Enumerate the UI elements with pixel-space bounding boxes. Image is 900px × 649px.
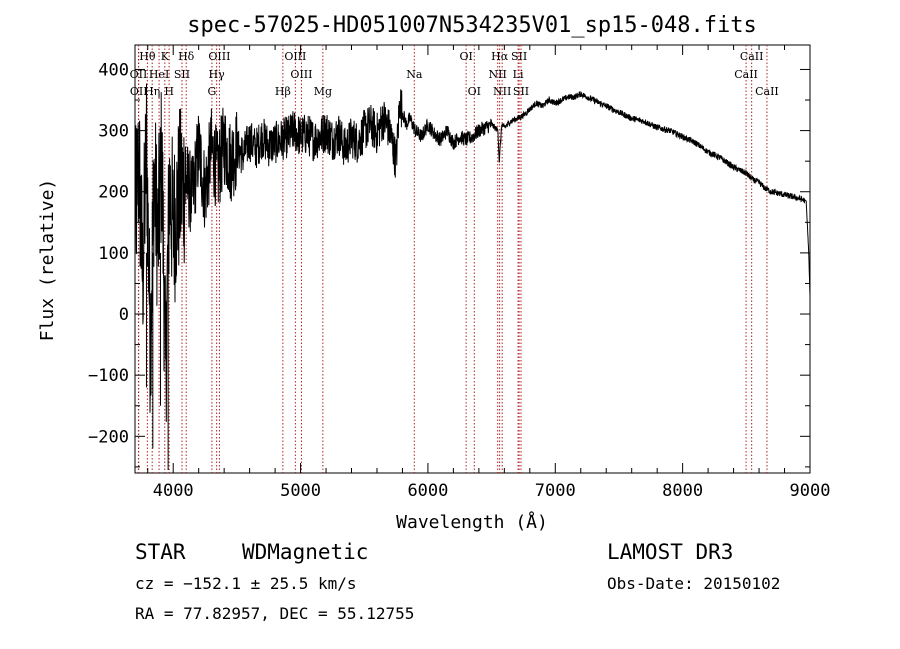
spectral-line-label: K [161,50,170,63]
y-tick-label: −200 [88,427,129,447]
y-tick-label: 300 [98,122,129,142]
spectral-line-label: Hγ [209,68,226,81]
plot-frame [134,44,811,474]
y-axis-label: Flux (relative) [37,179,58,342]
redshift-cz: cz = −152.1 ± 25.5 km/s [135,574,357,593]
spectral-line-label: HeI [149,68,169,81]
chart-title: spec-57025-HD051007N534235V01_sp15-048.f… [187,13,757,38]
spectral-line-label: OI [468,85,481,98]
x-tick-label: 8000 [662,481,703,501]
spectral-line-markers [137,45,768,473]
spectral-line-label: NII [493,85,511,98]
x-tick-label: 9000 [790,481,831,501]
spectral-line-label: Hδ [178,50,195,63]
y-tick-label: −100 [88,366,129,386]
object-subclass: WDMagnetic [242,540,368,564]
spectral-line-label: NII [489,68,507,81]
y-tick-label: 400 [98,60,129,80]
y-axis-ticks: −200 −100 0 100 200 300 400 [88,60,810,468]
spectral-line-label: OIII [208,50,230,63]
y-tick-label: 200 [98,183,129,203]
y-tick-label: 0 [119,305,129,325]
spectral-line-label: CaII [755,85,779,98]
x-axis-ticks: 4000 5000 6000 7000 8000 9000 [147,45,831,501]
object-class: STAR [135,540,186,564]
spectral-line-label: Na [406,68,423,81]
spectrum-line [134,83,811,422]
spectral-line-label: Mg [314,85,332,98]
spectral-line-label: H [164,85,174,98]
spectral-line-label: Hα [491,50,509,63]
spectral-line-label: OI [459,50,472,63]
ra-dec: RA = 77.82957, DEC = 55.12755 [135,604,414,623]
spectral-line-label: CaII [734,68,758,81]
spectral-line-label: OIII [290,68,312,81]
x-axis-label: Wavelength (Å) [396,511,548,533]
spectral-line-label: SII [174,68,190,81]
spectral-line-label: SII [511,50,527,63]
spectral-line-label: OII [130,85,148,98]
spectral-line-label: Hη [144,85,160,98]
spectral-line-label: OIII [284,50,306,63]
spectral-line-label: CaII [740,50,764,63]
survey-name: LAMOST DR3 [607,540,733,564]
spectral-line-label: SII [513,85,529,98]
spectral-line-label: OII [130,68,148,81]
x-tick-label: 7000 [535,481,576,501]
y-tick-label: 100 [98,244,129,264]
spectral-line-label: Li [513,68,524,81]
spectral-line-label: Hθ [139,50,156,63]
x-tick-label: 6000 [407,481,448,501]
x-tick-label: 4000 [153,481,194,501]
spectral-line-label: G [208,85,217,98]
observation-date: Obs-Date: 20150102 [607,574,780,593]
spectral-line-label: Hβ [275,85,291,98]
x-tick-label: 5000 [280,481,321,501]
